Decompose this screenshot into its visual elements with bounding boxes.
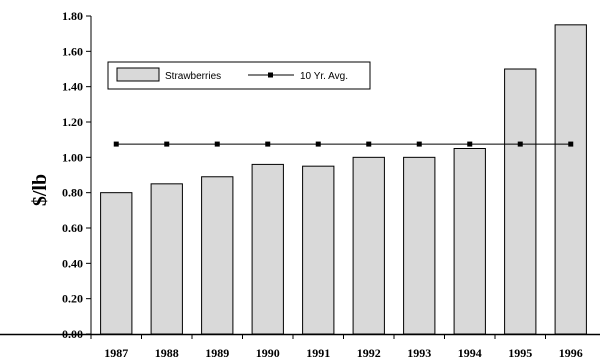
average-marker-1996	[568, 141, 574, 147]
bar-1990	[251, 163, 284, 335]
y-axis-label: $/lb	[29, 174, 51, 206]
bar-1995	[504, 68, 537, 335]
average-marker-1989	[214, 141, 220, 147]
x-tick-label: 1996	[559, 346, 583, 360]
average-marker-1994	[467, 141, 473, 147]
x-tick-label: 1987	[104, 346, 128, 360]
y-tick-label: 1.80	[62, 9, 83, 23]
y-tick-label: 1.60	[62, 44, 83, 58]
y-tick-label: 0.60	[62, 221, 83, 235]
x-tick-label: 1989	[205, 346, 229, 360]
y-tick-label: 0.80	[62, 186, 83, 200]
bar-series	[100, 24, 587, 335]
bar-1988	[150, 183, 183, 335]
legend-line-marker	[268, 72, 273, 78]
x-tick-label: 1995	[508, 346, 532, 360]
legend-label-10yr-avg: 10 Yr. Avg.	[300, 71, 348, 82]
bar-1996	[554, 24, 587, 335]
bar-1991	[302, 165, 335, 335]
y-tick-label: 1.40	[62, 80, 83, 94]
x-tick-label: 1988	[155, 346, 179, 360]
x-tick-label: 1994	[458, 346, 482, 360]
average-line-series	[113, 141, 574, 147]
bar-1987	[100, 192, 133, 335]
average-marker-1993	[416, 141, 422, 147]
average-marker-1995	[517, 141, 523, 147]
bar-1993	[403, 156, 436, 335]
x-tick-label: 1992	[357, 346, 381, 360]
bar-1989	[201, 176, 234, 335]
y-tick-label: 1.20	[62, 115, 83, 129]
x-tick-label: 1993	[407, 346, 431, 360]
legend-label-strawberries: Strawberries	[165, 71, 221, 82]
y-tick-label: 1.00	[62, 150, 83, 164]
x-tick-label: 1990	[256, 346, 280, 360]
average-marker-1990	[265, 141, 271, 147]
average-marker-1987	[113, 141, 119, 147]
y-tick-label: 0.40	[62, 256, 83, 270]
y-axis: 0.000.200.400.600.801.001.201.401.601.80	[62, 9, 92, 341]
average-marker-1988	[164, 141, 170, 147]
bar-1994	[453, 148, 486, 335]
x-axis: 1987 1988 1989 1990 1991 1992 1993 1994 1995 1996	[0, 333, 600, 360]
legend-bar-swatch	[116, 67, 160, 82]
average-marker-1991	[315, 141, 321, 147]
average-marker-1992	[366, 141, 372, 147]
y-tick-label: 0.20	[62, 292, 83, 306]
bar-1992	[352, 156, 385, 335]
x-tick-label: 1991	[306, 346, 330, 360]
legend: Strawberries 10 Yr. Avg.	[107, 61, 371, 90]
